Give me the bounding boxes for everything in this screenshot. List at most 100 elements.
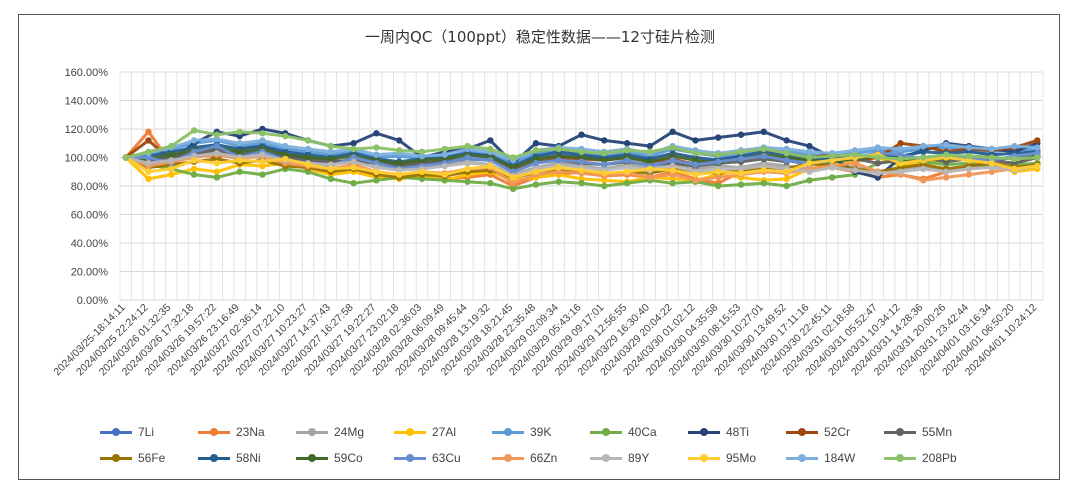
legend-item-27Al[interactable]: 27Al: [394, 425, 492, 439]
legend-item-39K[interactable]: 39K: [492, 425, 590, 439]
data-point-184W: [1011, 142, 1018, 150]
y-tick-label: 80.00%: [71, 181, 109, 193]
legend-marker-icon: [884, 453, 916, 462]
legend-item-55Mn[interactable]: 55Mn: [884, 425, 982, 439]
data-point-27Al: [190, 165, 198, 173]
data-point-208Pb: [942, 151, 950, 158]
data-point-184W: [373, 151, 380, 158]
data-point-95Mo: [190, 157, 198, 164]
data-point-52Cr: [145, 137, 152, 144]
data-point-63Cu: [578, 158, 585, 165]
data-point-52Cr: [1034, 137, 1041, 144]
data-point-95Mo: [145, 168, 152, 175]
legend-label: 48Ti: [726, 425, 749, 439]
data-point-27Al: [213, 168, 221, 175]
data-point-184W: [1034, 144, 1041, 151]
data-point-208Pb: [464, 142, 471, 150]
legend-marker-icon: [100, 453, 132, 462]
data-point-208Pb: [213, 131, 221, 138]
data-point-58Ni: [920, 148, 927, 155]
legend-label: 23Na: [236, 425, 265, 439]
data-point-184W: [874, 144, 881, 151]
legend-label: 66Zn: [530, 451, 558, 465]
legend-label: 7Li: [138, 425, 155, 439]
data-point-40Ca: [532, 181, 540, 188]
data-point-95Mo: [646, 165, 654, 173]
data-point-95Mo: [168, 165, 175, 173]
legend-marker-icon: [394, 453, 426, 462]
data-point-66Zn: [715, 174, 722, 181]
data-point-66Zn: [509, 179, 517, 187]
data-point-208Pb: [646, 148, 654, 155]
legend-item-95Mo[interactable]: 95Mo: [688, 451, 786, 465]
data-point-95Mo: [988, 160, 995, 167]
data-point-208Pb: [760, 145, 768, 153]
legend-item-63Cu[interactable]: 63Cu: [394, 451, 492, 465]
legend-marker-icon: [492, 427, 524, 436]
legend-item-23Na[interactable]: 23Na: [198, 425, 296, 439]
data-point-95Mo: [1011, 165, 1018, 173]
data-point-95Mo: [783, 168, 790, 175]
data-point-184W: [988, 145, 995, 153]
data-point-48Ti: [806, 142, 813, 150]
data-point-89Y: [828, 164, 836, 171]
data-point-63Cu: [692, 161, 699, 168]
legend-item-56Fe[interactable]: 56Fe: [100, 451, 198, 465]
legend-item-66Zn[interactable]: 66Zn: [492, 451, 590, 465]
data-point-40Ca: [555, 178, 562, 185]
data-point-208Pb: [282, 132, 289, 140]
data-point-89Y: [874, 169, 881, 177]
legend-item-48Ti[interactable]: 48Ti: [688, 425, 786, 439]
legend-item-7Li[interactable]: 7Li: [100, 425, 198, 439]
legend-item-58Ni[interactable]: 58Ni: [198, 451, 296, 465]
data-point-184W: [282, 142, 289, 150]
data-point-208Pb: [236, 128, 243, 136]
data-point-208Pb: [1034, 154, 1041, 161]
legend-item-40Ca[interactable]: 40Ca: [590, 425, 688, 439]
legend-item-184W[interactable]: 184W: [786, 451, 884, 465]
data-point-40Ca: [487, 179, 494, 187]
data-point-59Co: [168, 151, 175, 158]
data-point-27Al: [145, 175, 152, 183]
data-point-63Cu: [623, 157, 631, 164]
data-point-95Mo: [282, 155, 289, 163]
legend-item-24Mg[interactable]: 24Mg: [296, 425, 394, 439]
data-point-59Co: [327, 155, 335, 163]
data-point-208Pb: [806, 154, 813, 161]
data-point-40Ca: [213, 174, 221, 181]
data-point-63Cu: [532, 160, 540, 167]
data-point-184W: [920, 142, 927, 150]
data-point-63Cu: [715, 158, 722, 165]
data-point-63Cu: [213, 142, 221, 150]
y-tick-label: 160.00%: [65, 67, 109, 79]
data-point-63Cu: [555, 157, 562, 164]
data-point-208Pb: [988, 154, 995, 161]
data-point-63Cu: [669, 157, 676, 164]
legend-item-208Pb[interactable]: 208Pb: [884, 451, 982, 465]
data-point-66Zn: [920, 177, 927, 184]
legend-label: 39K: [530, 425, 552, 439]
y-tick-label: 60.00%: [71, 210, 109, 222]
data-point-40Ca: [760, 179, 768, 187]
legend-item-52Cr[interactable]: 52Cr: [786, 425, 884, 439]
data-point-40Ca: [669, 179, 676, 187]
data-point-23Na: [145, 128, 152, 136]
data-point-184W: [897, 145, 904, 153]
data-point-95Mo: [350, 164, 357, 171]
data-point-48Ti: [578, 131, 585, 138]
data-point-95Mo: [213, 160, 221, 167]
legend-item-89Y[interactable]: 89Y: [590, 451, 688, 465]
data-point-48Ti: [715, 134, 722, 141]
data-point-63Cu: [783, 157, 790, 164]
legend-item-59Co[interactable]: 59Co: [296, 451, 394, 465]
data-point-184W: [236, 140, 243, 147]
data-point-89Y: [259, 151, 266, 158]
legend-label: 208Pb: [922, 451, 957, 465]
y-tick-label: 20.00%: [71, 267, 109, 279]
data-point-208Pb: [327, 142, 335, 150]
data-point-208Pb: [828, 152, 836, 160]
legend-marker-icon: [786, 453, 818, 462]
chart-title: 一周内QC（100ppt）稳定性数据——12寸硅片检测: [365, 28, 715, 46]
data-point-184W: [806, 148, 813, 155]
